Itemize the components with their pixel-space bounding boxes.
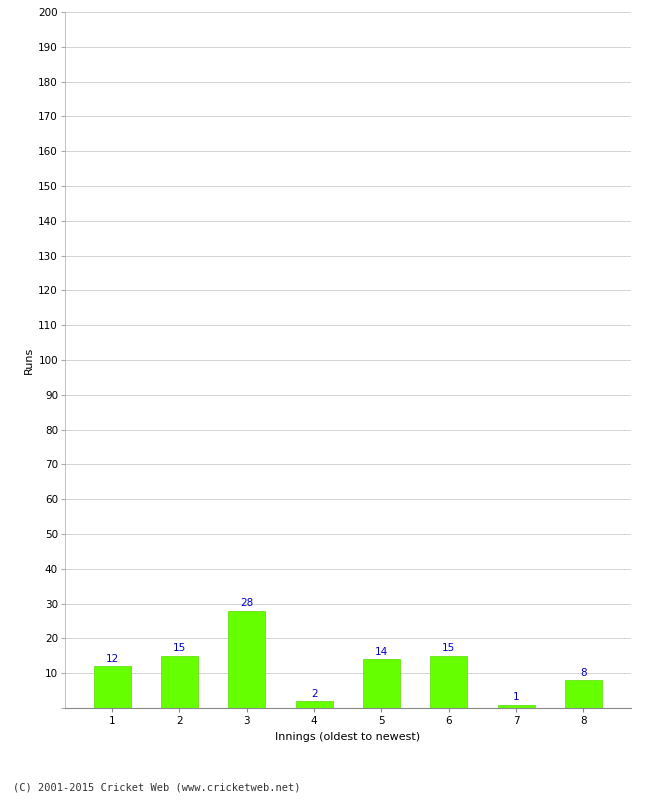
Text: (C) 2001-2015 Cricket Web (www.cricketweb.net): (C) 2001-2015 Cricket Web (www.cricketwe…: [13, 782, 300, 792]
Text: 2: 2: [311, 689, 317, 698]
Bar: [363, 659, 400, 708]
Bar: [228, 610, 265, 708]
Bar: [565, 680, 602, 708]
Y-axis label: Runs: Runs: [24, 346, 34, 374]
Text: 14: 14: [375, 647, 388, 657]
Text: 28: 28: [240, 598, 254, 608]
Bar: [497, 705, 534, 708]
Text: 15: 15: [442, 643, 456, 654]
Bar: [161, 656, 198, 708]
Text: 12: 12: [105, 654, 119, 664]
Text: 1: 1: [513, 692, 519, 702]
Bar: [94, 666, 131, 708]
Text: 8: 8: [580, 668, 587, 678]
X-axis label: Innings (oldest to newest): Innings (oldest to newest): [275, 732, 421, 742]
Bar: [296, 701, 333, 708]
Text: 15: 15: [173, 643, 186, 654]
Bar: [430, 656, 467, 708]
